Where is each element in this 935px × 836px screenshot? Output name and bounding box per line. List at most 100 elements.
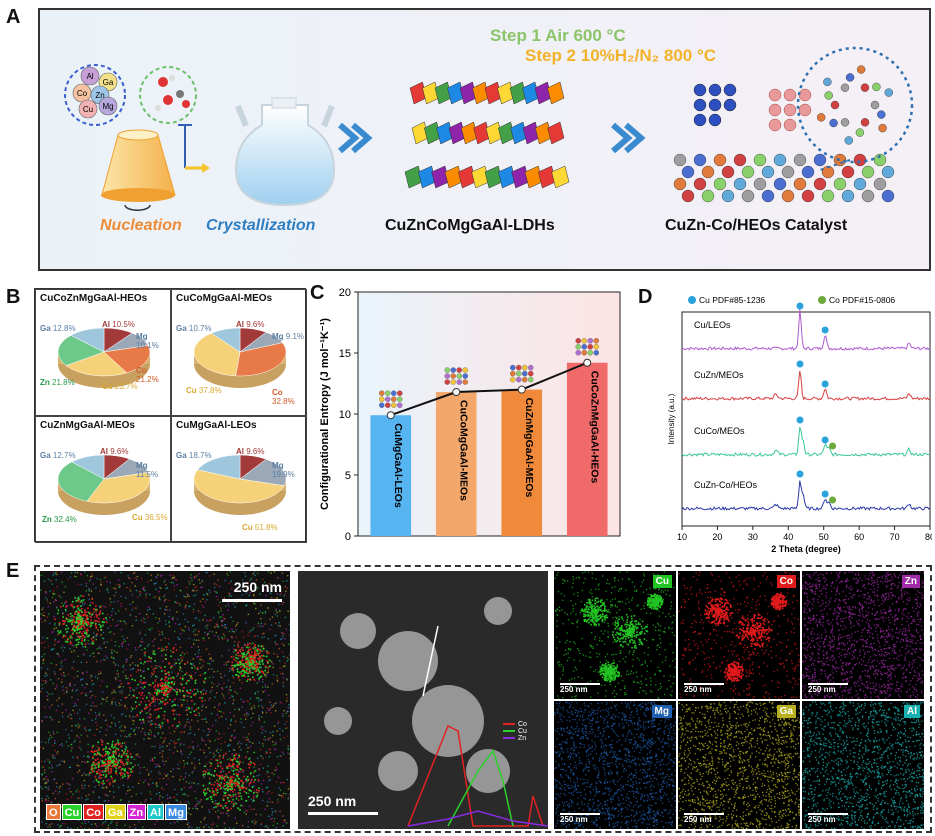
scale-label: 250 nm	[684, 815, 712, 824]
cu-peak-marker	[796, 360, 804, 368]
line-scan-profile	[407, 810, 548, 827]
bar-2	[501, 389, 543, 536]
y-axis-label: Intensity (a.u.)	[667, 393, 676, 444]
pie-slice-zn	[57, 461, 105, 502]
scale-bar	[684, 813, 724, 815]
line-scan-profile	[407, 724, 544, 827]
atom-icon	[397, 402, 403, 408]
bar-category-label: CuMgGaAl-LEOs	[392, 423, 404, 508]
scale-bar	[560, 683, 600, 685]
overlay-scale-text: 250 nm	[233, 579, 282, 595]
atom-icon	[385, 390, 391, 396]
atom-icon	[521, 370, 528, 377]
pie-label-al: Al 9.6%	[236, 447, 265, 456]
cu-peak-marker	[821, 380, 829, 388]
pie-label-al: Al 10.5%	[102, 320, 135, 329]
x-tick-label: 60	[854, 532, 864, 542]
atom-icon	[450, 367, 456, 373]
atom-icon	[444, 367, 450, 373]
atom-icon	[587, 338, 593, 344]
pie-label-ga: Ga 12.7%	[40, 451, 76, 460]
pie-label-mg: Mg 10.1%	[136, 332, 159, 350]
scale-label: 250 nm	[560, 685, 588, 694]
line-legend-co: Co	[503, 721, 527, 728]
y-tick-label: 10	[339, 409, 351, 421]
cu-peak-marker	[821, 326, 829, 334]
y-tick-label: 0	[345, 531, 351, 542]
element-map-zn: Zn 250 nm	[802, 571, 924, 699]
atom-icon	[521, 376, 528, 383]
pie-slice-ga	[71, 454, 105, 480]
element-map-ga: Ga 250 nm	[678, 701, 800, 829]
entropy-trend-line	[390, 361, 588, 417]
overlay-legend-zn: Zn	[126, 804, 147, 820]
panel-e-eds-mapping: 250 nm O Cu Co Ga Zn Al Mg 250 nm Co Cu Zn Cu 250…	[34, 565, 932, 833]
panel-a-synthesis-scheme: Step 1 Air 600 °C Step 2 10%H₂/N₂ 800 °C…	[38, 8, 931, 271]
eds-overlay-map: 250 nm O Cu Co Ga Zn Al Mg	[40, 571, 290, 829]
bar-category-label: CuCoZnMgGaAl-HEOs	[588, 371, 600, 484]
entropy-bar-chart: 0 5 10 15 20 Configurational Entropy (J mol⁻¹…	[319, 287, 621, 543]
cu-peak-marker	[796, 470, 804, 478]
overlay-legend-cu: Cu	[61, 804, 83, 820]
line-legend-zn: Zn	[503, 735, 527, 742]
element-map-al: Al 250 nm	[802, 701, 924, 829]
cu-peak-marker	[821, 490, 829, 498]
series-label: Cu/LEOs	[694, 320, 731, 330]
bar-3	[566, 362, 608, 536]
atom-icon	[391, 396, 397, 402]
overlay-legend-ga: Ga	[104, 804, 126, 820]
y-tick-label: 5	[345, 470, 351, 482]
atom-icon	[379, 402, 385, 408]
y-tick-label: 15	[339, 348, 351, 360]
atom-icon	[462, 367, 468, 373]
ion-label: Cu	[83, 105, 93, 114]
legend-marker	[688, 296, 696, 304]
scale-bar	[684, 683, 724, 685]
atom-icon	[444, 373, 450, 379]
xrd-line-chart: 10 20 30 40 50 60 70 80 2 Theta (degree) Intensit…	[667, 295, 935, 554]
pie-chart-2: CuZnMgGaAl-MEOs Al 9.6% Mg 11.5% Cu 36.5% Zn…	[35, 416, 171, 543]
pie-slice-ga	[70, 327, 105, 353]
element-map-label: Cu	[652, 575, 672, 588]
x-axis-label: 2 Theta (degree)	[771, 544, 841, 554]
pie-chart-0: CuCoZnMgGaAl-HEOs Al 10.5% Mg 10.1% Co 21.2…	[35, 289, 171, 416]
bar-category-label: CuZnMgGaAl-MEOs	[523, 398, 535, 498]
atom-icon	[527, 370, 534, 377]
pie-label-cu: Cu 36.5%	[132, 513, 168, 522]
atom-icon	[444, 379, 450, 385]
catalyst-caption: CuZn-Co/HEOs Catalyst	[665, 217, 848, 234]
pie-label-cu: Cu 37.8%	[186, 386, 222, 395]
bar-0	[370, 415, 412, 536]
pie-slice-cu	[86, 472, 151, 504]
atom-icon	[515, 376, 522, 383]
y-axis-label: Configurational Entropy (J mol⁻¹K⁻¹)	[319, 318, 331, 510]
pie-label-mg: Mg 9.1%	[272, 332, 305, 341]
pie-slice-ga	[210, 327, 241, 353]
plot-area	[681, 311, 931, 527]
series-label: CuCo/MEOs	[694, 426, 745, 436]
legend-entry: Co PDF#15-0806	[829, 295, 895, 305]
ion-label: Zn	[95, 91, 104, 100]
atom-icon	[391, 402, 397, 408]
ion-label: Ga	[103, 78, 114, 87]
pie-label-co: Co 21.2%	[136, 366, 159, 384]
cu-peak-marker	[796, 302, 804, 310]
atom-icon	[527, 376, 534, 383]
atom-icon	[456, 379, 462, 385]
pie-title: CuMgGaAl-LEOs	[176, 420, 257, 431]
scale-bar	[808, 813, 848, 815]
overlay-legend-mg: Mg	[165, 804, 187, 820]
pie-label-al: Al 9.6%	[236, 320, 265, 329]
trend-point	[517, 385, 526, 394]
line-scan-legend: Co Cu Zn	[503, 721, 527, 742]
ion-label: Mg	[102, 102, 113, 111]
atom-icon	[379, 396, 385, 402]
atom-icon	[575, 350, 581, 356]
x-tick-label: 50	[819, 532, 829, 542]
atom-icon	[450, 373, 456, 379]
scale-bar	[560, 813, 600, 815]
atom-icon	[397, 390, 403, 396]
line-legend-cu: Cu	[503, 728, 527, 735]
overlay-legend-al: Al	[147, 804, 165, 820]
